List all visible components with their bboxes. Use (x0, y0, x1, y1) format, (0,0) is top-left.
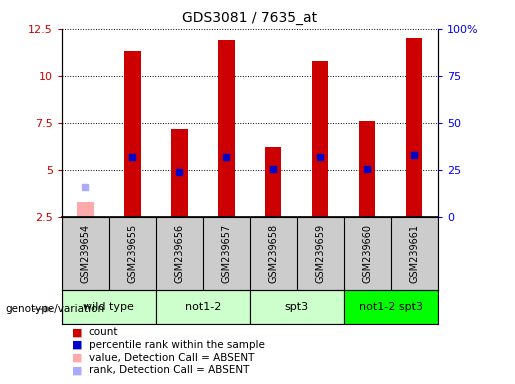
Bar (171, 129, 187, 217)
Bar (344, 290, 438, 324)
Text: GSM239660: GSM239660 (362, 224, 372, 283)
Bar (250, 290, 344, 324)
Bar (77, 202, 94, 217)
Text: ■: ■ (72, 327, 82, 337)
Bar (312, 61, 329, 217)
Text: GSM239658: GSM239658 (268, 224, 278, 283)
Text: not1-2 spt3: not1-2 spt3 (359, 302, 423, 312)
Text: ■: ■ (72, 365, 82, 375)
Text: GSM239657: GSM239657 (221, 224, 231, 283)
Title: GDS3081 / 7635_at: GDS3081 / 7635_at (182, 11, 317, 25)
Text: rank, Detection Call = ABSENT: rank, Detection Call = ABSENT (89, 365, 249, 375)
Bar (124, 51, 141, 217)
Text: GSM239656: GSM239656 (174, 224, 184, 283)
Text: ■: ■ (72, 353, 82, 362)
Bar (156, 290, 250, 324)
Bar (218, 40, 234, 217)
Bar (359, 121, 375, 217)
Bar (265, 147, 282, 217)
Text: wild type: wild type (83, 302, 134, 312)
Text: genotype/variation: genotype/variation (5, 304, 104, 314)
Bar (406, 38, 422, 217)
Text: spt3: spt3 (285, 302, 309, 312)
Text: GSM239661: GSM239661 (409, 224, 419, 283)
Text: GSM239655: GSM239655 (127, 224, 138, 283)
Bar (62, 290, 156, 324)
Text: ■: ■ (72, 340, 82, 350)
Text: GSM239659: GSM239659 (315, 224, 325, 283)
Text: value, Detection Call = ABSENT: value, Detection Call = ABSENT (89, 353, 254, 362)
Text: not1-2: not1-2 (184, 302, 221, 312)
Text: percentile rank within the sample: percentile rank within the sample (89, 340, 265, 350)
Text: GSM239654: GSM239654 (80, 224, 90, 283)
Text: count: count (89, 327, 118, 337)
